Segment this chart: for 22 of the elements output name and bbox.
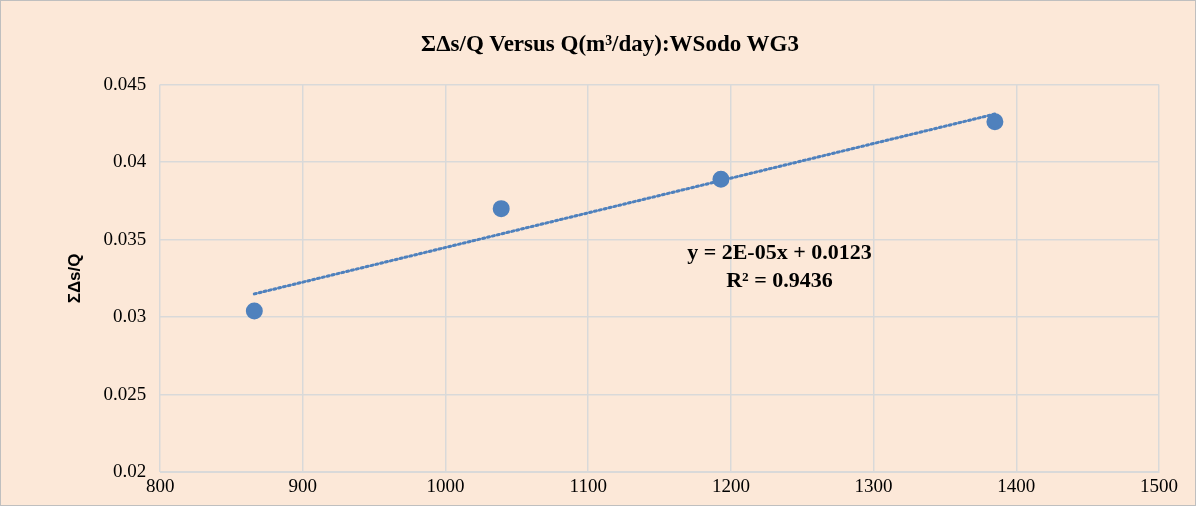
y-tick-label: 0.02 [112,460,147,482]
x-tick-label: 1500 [1140,474,1178,496]
annotation: y = 2E-05x + 0.0123 [687,239,872,265]
x-tick-label: 1400 [997,474,1036,496]
x-tick-label: 1200 [711,474,750,496]
y-tick-label: 0.035 [103,227,147,249]
x-tick-label: 1300 [854,474,893,496]
point [492,200,510,218]
y-tick-label: 0.025 [103,382,147,404]
annotation: R² = 0.9436 [726,267,833,293]
y-tick-label: 0.04 [112,150,147,172]
point [986,113,1004,131]
chart-title: ΣΔs/Q Versus Q(m³/day):WSodo WG3 [421,30,799,56]
x-tick-label: 1100 [569,474,607,496]
y-tick-label: 0.045 [103,72,147,94]
point [245,302,263,320]
x-tick-label: 1000 [426,474,465,496]
y-axis-title: ΣΔs/Q [64,253,84,304]
x-tick-label: 800 [145,474,175,496]
point [712,170,730,188]
y-tick-label: 0.03 [112,305,147,327]
x-tick-label: 900 [288,474,318,496]
